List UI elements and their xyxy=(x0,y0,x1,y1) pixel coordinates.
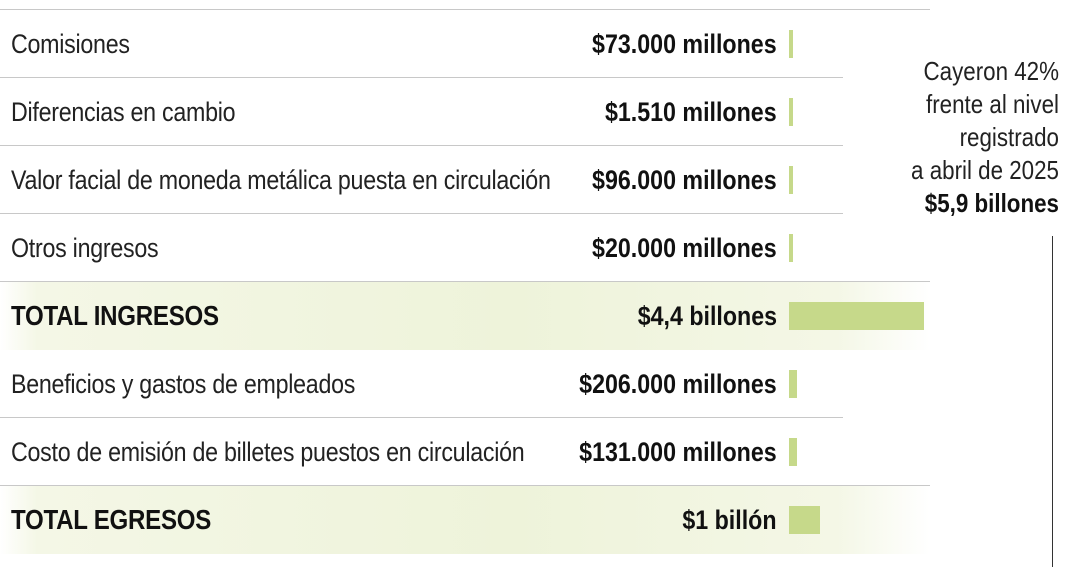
table-row: Valor facial de moneda metálica puesta e… xyxy=(0,146,843,214)
row-divider xyxy=(0,213,843,214)
row-value: $206.000 millones xyxy=(579,368,777,399)
table-row: Otros ingresos $20.000 millones xyxy=(0,214,843,282)
value-bar xyxy=(789,166,793,194)
income-expense-table: Comisiones $73.000 millones Diferencias en… xyxy=(0,9,930,554)
row-label: Diferencias en cambio xyxy=(11,96,236,127)
row-divider xyxy=(0,9,930,10)
row-label: Otros ingresos xyxy=(11,232,159,263)
annotation-line: a abril de 2025 xyxy=(911,155,1059,185)
row-label: TOTAL INGRESOS xyxy=(11,300,219,331)
table-row: Diferencias en cambio $1.510 millones xyxy=(0,78,843,146)
value-bar xyxy=(789,438,797,466)
row-label: Valor facial de moneda metálica puesta e… xyxy=(11,164,551,195)
value-bar xyxy=(789,98,793,126)
row-value: $1.510 millones xyxy=(605,96,777,127)
row-value: $96.000 millones xyxy=(592,164,777,195)
total-row: TOTAL EGRESOS $1 billón xyxy=(0,486,930,554)
row-value: $20.000 millones xyxy=(592,232,777,263)
row-value: $73.000 millones xyxy=(592,28,777,59)
row-value: $1 billón xyxy=(682,504,777,535)
row-label: Costo de emisión de billetes puestos en … xyxy=(11,436,525,467)
row-label: Beneficios y gastos de empleados xyxy=(11,368,356,399)
value-bar xyxy=(789,302,924,330)
annotation-line: frente al nivel xyxy=(925,89,1059,119)
annotation-line: registrado xyxy=(959,122,1059,152)
value-bar xyxy=(789,30,793,58)
value-bar xyxy=(789,506,820,534)
table-row: Comisiones $73.000 millones xyxy=(0,10,843,78)
row-label: Comisiones xyxy=(11,28,130,59)
annotation-note: Cayeron 42% frente al nivel registrado a… xyxy=(887,55,1059,220)
row-divider xyxy=(0,485,930,486)
table-row: Costo de emisión de billetes puestos en … xyxy=(0,418,843,486)
table-row: Beneficios y gastos de empleados $206.000… xyxy=(0,350,843,418)
row-divider xyxy=(0,281,930,282)
row-divider xyxy=(0,145,843,146)
value-bar xyxy=(789,234,793,262)
row-label: TOTAL EGRESOS xyxy=(11,504,212,535)
annotation-line: Cayeron 42% xyxy=(923,56,1059,86)
row-divider xyxy=(0,77,843,78)
row-value: $131.000 millones xyxy=(579,436,777,467)
value-bar xyxy=(789,370,797,398)
total-row: TOTAL INGRESOS $4,4 billones xyxy=(0,282,930,350)
annotation-line-marker xyxy=(1052,236,1053,567)
annotation-emphasis: $5,9 billones xyxy=(924,188,1059,218)
row-divider xyxy=(0,417,843,418)
row-value: $4,4 billones xyxy=(637,300,777,331)
